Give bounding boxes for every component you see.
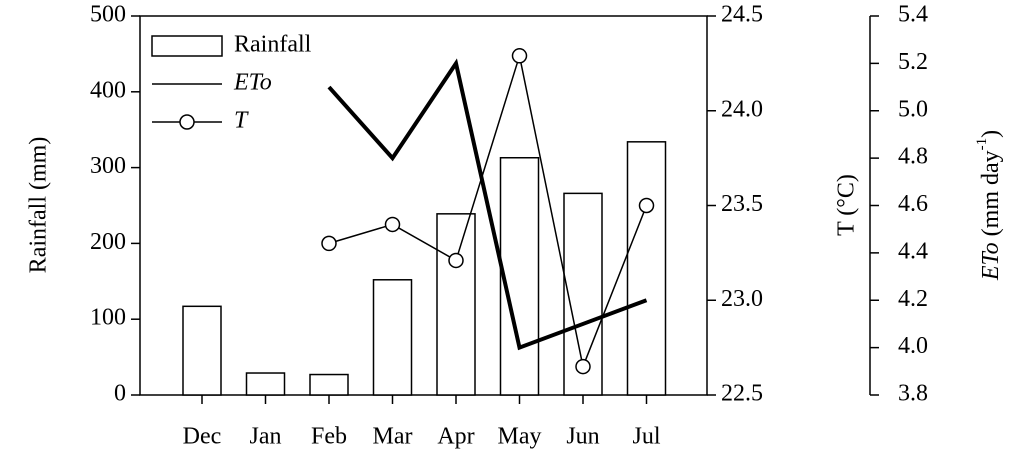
line-t	[328, 55, 648, 370]
tick-label: 500	[90, 2, 126, 28]
tick-label: 5.2	[898, 49, 928, 75]
tick-label: 100	[90, 305, 126, 331]
bar	[436, 213, 476, 396]
tick-label: 0	[114, 381, 126, 407]
tick-label: 23.0	[721, 286, 763, 312]
y-axis-label: Rainfall (mm)	[26, 137, 52, 274]
x-tick-label: Feb	[311, 424, 347, 450]
y3-label-part: )	[978, 130, 1004, 138]
legend-marker	[179, 114, 195, 130]
y3-axis-label: ETo (mm day-1)	[974, 130, 1003, 281]
tick-label: 3.8	[898, 381, 928, 407]
bar	[499, 156, 540, 396]
marker	[638, 197, 655, 214]
x-tick-label: Jan	[250, 424, 282, 450]
y3-label-sup: -1	[974, 138, 990, 151]
tick-label: 5.4	[898, 2, 928, 28]
tick-label: 400	[90, 77, 126, 103]
bar	[182, 305, 222, 396]
legend-label: ETo	[233, 70, 272, 96]
tick-label: 4.8	[898, 144, 928, 170]
legend-label: T	[234, 108, 249, 134]
tick-label: 200	[90, 229, 126, 255]
y3-label-part: (mm day	[978, 150, 1004, 242]
bar	[372, 279, 413, 396]
marker	[384, 216, 401, 233]
bar	[245, 372, 286, 396]
x-tick-label: Mar	[373, 424, 413, 450]
tick-label: 22.5	[721, 381, 763, 407]
tick-label: 24.0	[721, 96, 763, 122]
marker	[575, 358, 591, 375]
tick-label: 300	[90, 153, 126, 179]
marker	[448, 252, 464, 269]
tick-label: 4.4	[898, 238, 928, 264]
x-tick-label: Jul	[632, 424, 660, 450]
marker	[321, 235, 337, 252]
tick-label: 5.0	[898, 96, 928, 122]
bar	[626, 141, 667, 396]
x-tick-label: May	[498, 424, 542, 450]
tick-label: 23.5	[721, 191, 763, 217]
legend-label: Rainfall	[234, 32, 312, 58]
tick-label: 4.0	[898, 333, 928, 359]
tick-label: 24.5	[721, 2, 763, 28]
y2-axis-label: T (°C)	[834, 174, 860, 236]
bar	[309, 373, 349, 396]
tick-label: 4.2	[898, 286, 928, 312]
legend-swatch	[151, 35, 223, 57]
x-tick-label: Dec	[183, 424, 222, 450]
y3-label-part: ETo	[978, 242, 1004, 281]
marker	[511, 48, 528, 64]
line-eto	[327, 58, 648, 351]
x-tick-label: Jun	[566, 424, 599, 450]
tick-label: 4.6	[898, 191, 928, 217]
x-tick-label: Apr	[437, 424, 474, 450]
plot-frame	[139, 15, 708, 396]
